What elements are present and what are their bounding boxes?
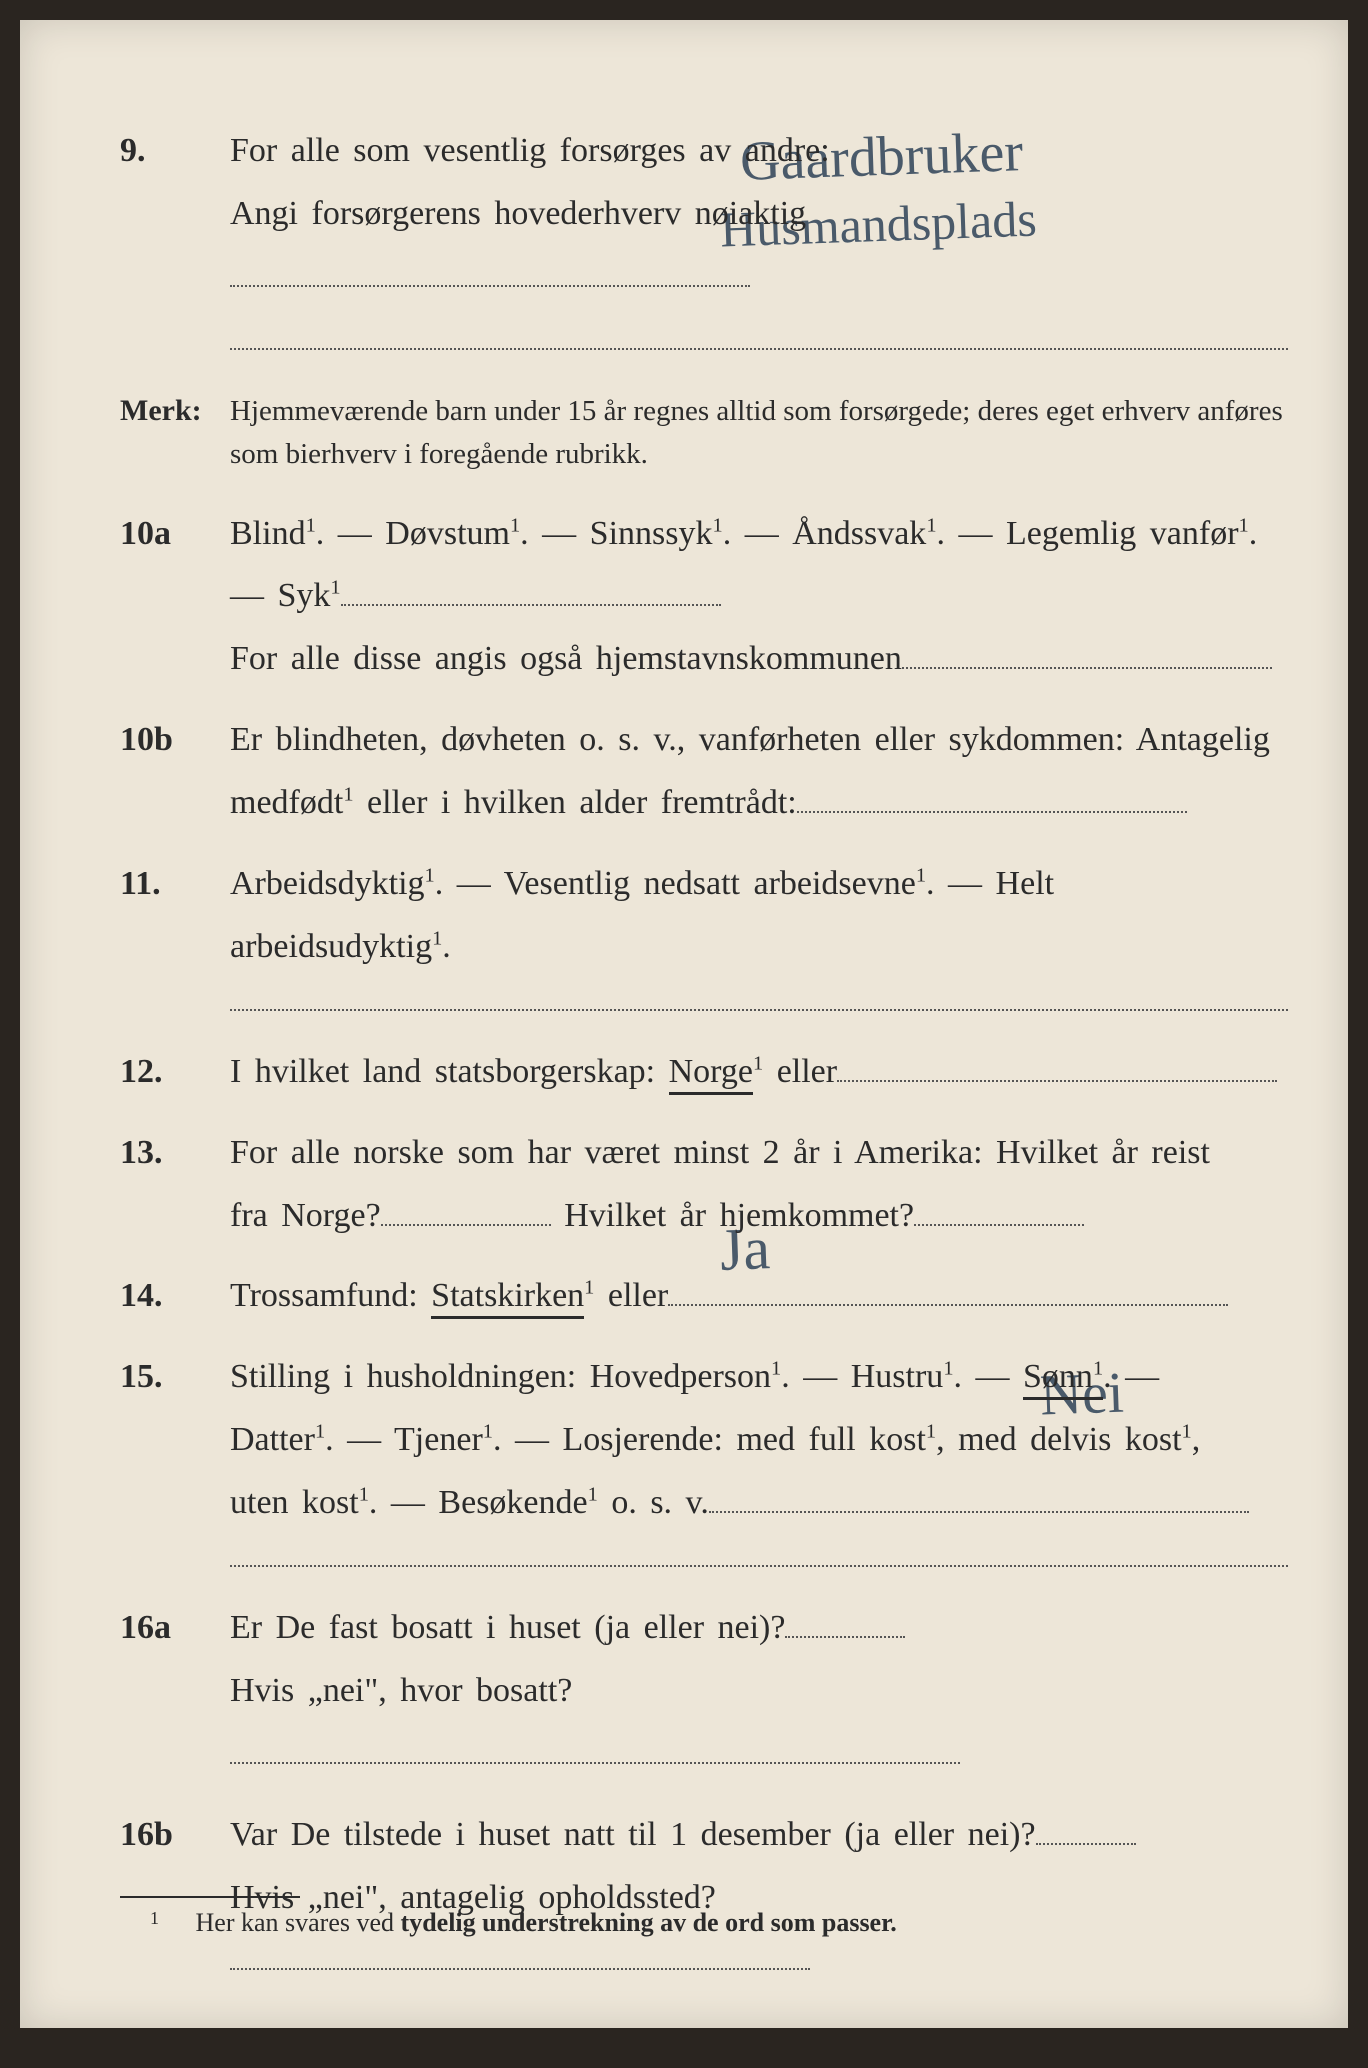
q11-number: 11. [120,865,230,903]
q15-line3: uten kost1. — Besøkende1 o. s. v. [230,1484,709,1521]
q13-line2a: fra Norge? [230,1197,381,1234]
question-13: 13. For alle norske som har været minst … [120,1122,1288,1248]
q12-text-b: 1 eller [753,1053,837,1090]
q16a-number: 16a [120,1609,230,1647]
question-16b: 16b Var De tilstede i huset natt til 1 d… [120,1804,1288,1993]
fill-line [709,1484,1249,1513]
fill-line [230,320,1288,349]
fill-line [902,640,1272,669]
footnote-text-a: Her kan svares ved [196,1908,401,1937]
footnote: 1 Her kan svares ved tydelig understrekn… [150,1908,1268,1938]
q14-statskirken-underlined: Statskirken [431,1277,584,1319]
q12-norge-underlined: Norge [669,1053,753,1095]
q14-text-b: 1 eller [584,1277,668,1314]
q16b-line1: Var De tilstede i huset natt til 1 desem… [230,1816,1036,1853]
fill-line [230,258,750,287]
fill-line [668,1277,1228,1306]
note-merk: Merk: Hjemmeværende barn under 15 år reg… [120,390,1288,477]
q16b-number: 16b [120,1816,230,1854]
question-10b: 10b Er blindheten, døvheten o. s. v., va… [120,709,1288,835]
q16a-body: Er De fast bosatt i huset (ja eller nei)… [230,1597,1288,1786]
q11-body: Arbeidsdyktig1. — Vesentlig nedsatt arbe… [230,853,1288,979]
q15-body: Stilling i husholdningen: Hovedperson1. … [230,1346,1288,1535]
question-16a: 16a Er De fast bosatt i huset (ja eller … [120,1597,1288,1786]
footnote-mark: 1 [150,1908,159,1928]
q12-body: I hvilket land statsborgerskap: Norge1 e… [230,1041,1288,1104]
footnote-rule [120,1896,300,1898]
census-form-page: Gaardbruker Husmandsplads Ja Nei 9. For … [20,20,1348,2028]
q9-number: 9. [120,132,230,170]
q15-line1b: . — [1103,1358,1159,1395]
q15-number: 15. [120,1358,230,1396]
q12-text-a: I hvilket land statsborgerskap: [230,1053,669,1090]
merk-text: Hjemmeværende barn under 15 år regnes al… [230,390,1288,477]
q15-line1a: Stilling i husholdningen: Hovedperson1. … [230,1358,1023,1395]
fill-line [1036,1816,1136,1845]
fill-line [230,1941,810,1970]
section-divider [230,1009,1288,1011]
q9-line2: Angi forsørgerens hovederhverv nøiaktig [230,195,806,232]
question-12: 12. I hvilket land statsborgerskap: Norg… [120,1041,1288,1104]
q16a-line2: Hvis „nei", hvor bosatt? [230,1672,572,1709]
question-11: 11. Arbeidsdyktig1. — Vesentlig nedsatt … [120,853,1288,979]
q10b-number: 10b [120,721,230,759]
section-divider [230,1565,1288,1567]
form-content: 9. For alle som vesentlig forsørges av a… [120,120,1288,2010]
question-10a: 10a Blind1. — Døvstum1. — Sinnssyk1. — Å… [120,503,1288,692]
q15-sonn-underlined: Sønn1 [1023,1358,1103,1400]
q13-body: For alle norske som har været minst 2 år… [230,1122,1288,1248]
q15-line2: Datter1. — Tjener1. — Losjerende: med fu… [230,1421,1200,1458]
footnote-text-b: tydelig understrekning av de ord som pas… [401,1908,897,1937]
q16b-body: Var De tilstede i huset natt til 1 desem… [230,1804,1288,1993]
q10a-body: Blind1. — Døvstum1. — Sinnssyk1. — Åndss… [230,503,1288,692]
fill-line [914,1196,1084,1225]
q14-body: Trossamfund: Statskirken1 eller [230,1265,1288,1328]
fill-line [785,1609,905,1638]
question-9: 9. For alle som vesentlig forsørges av a… [120,120,1288,372]
merk-label: Merk: [120,394,230,428]
q13-line2b: Hvilket år hjemkommet? [551,1197,914,1234]
fill-line [837,1053,1277,1082]
q9-body: For alle som vesentlig forsørges av andr… [230,120,1288,372]
q14-number: 14. [120,1277,230,1315]
q13-line1: For alle norske som har været minst 2 år… [230,1134,1210,1171]
q16a-line1: Er De fast bosatt i huset (ja eller nei)… [230,1609,785,1646]
fill-line [230,1735,960,1764]
q10b-body: Er blindheten, døvheten o. s. v., vanfør… [230,709,1288,835]
question-14: 14. Trossamfund: Statskirken1 eller [120,1265,1288,1328]
q14-text-a: Trossamfund: [230,1277,431,1314]
q9-line1: For alle som vesentlig forsørges av andr… [230,132,830,169]
q10a-part2: For alle disse angis også hjemstavnskomm… [230,640,902,677]
question-15: 15. Stilling i husholdningen: Hovedperso… [120,1346,1288,1535]
fill-line [381,1196,551,1225]
q12-number: 12. [120,1053,230,1091]
q13-number: 13. [120,1134,230,1172]
fill-line [341,577,721,606]
q10a-number: 10a [120,515,230,553]
fill-line [797,784,1187,813]
